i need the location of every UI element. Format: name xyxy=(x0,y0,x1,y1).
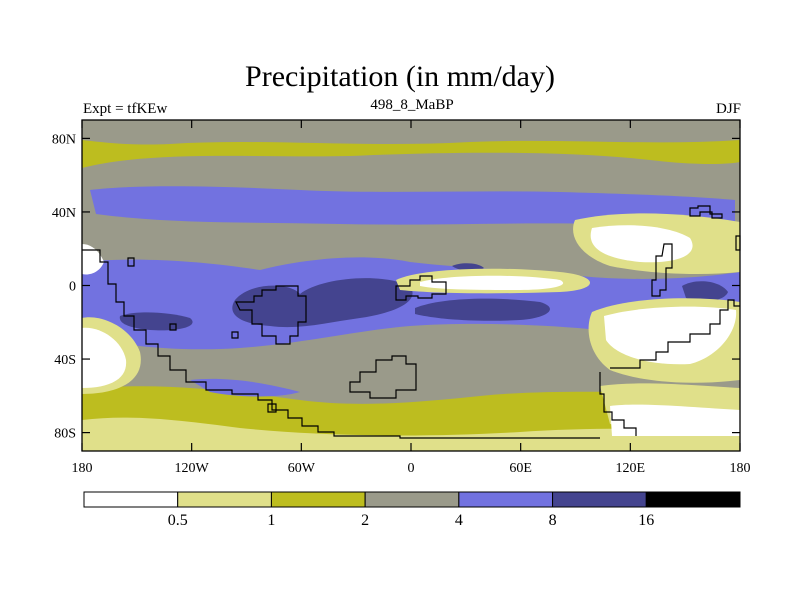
colorbar-label: 16 xyxy=(638,512,654,529)
map-field xyxy=(82,120,740,451)
colorbar-label: 1 xyxy=(267,512,275,529)
x-tick-label: 60W xyxy=(288,461,316,476)
x-tick-label: 180 xyxy=(730,461,751,476)
y-tick-label: 40S xyxy=(54,353,76,368)
colorbar-swatch xyxy=(270,491,366,508)
x-tick-label: 120W xyxy=(175,461,210,476)
colorbar-swatch xyxy=(364,491,460,508)
field-dry-north-africa xyxy=(420,275,564,290)
season-label: DJF xyxy=(715,101,741,117)
x-tick-label: 120E xyxy=(616,461,646,476)
coastline-antarctica-edge xyxy=(599,372,637,436)
experiment-label: Expt = tfKEw xyxy=(83,101,168,117)
x-axis: 180 120W 60W 0 60E 120E 180 xyxy=(72,120,751,476)
coastline-southern-africa xyxy=(349,355,417,399)
colorbar-label: 2 xyxy=(361,512,369,529)
colorbar-swatch xyxy=(552,491,647,508)
field-south-stormtrack xyxy=(190,378,300,397)
y-tick-label: 80S xyxy=(54,427,76,442)
field-band-north-stormtrack xyxy=(90,186,735,225)
coastline-south-america xyxy=(235,285,307,345)
coastline-islands xyxy=(127,235,741,413)
y-axis: 80N 40N 0 40S 80S xyxy=(52,132,740,442)
coastlines xyxy=(82,205,741,439)
field-dry-north-pacific xyxy=(82,244,104,275)
x-tick-label: 60E xyxy=(509,461,532,476)
colorbar-swatch xyxy=(645,491,741,508)
field-core-south-america xyxy=(232,278,413,328)
field-dry-south-polar xyxy=(610,404,740,436)
field-core-indian-ocean xyxy=(415,298,550,321)
field-core-east-pacific xyxy=(119,312,193,331)
y-tick-label: 0 xyxy=(69,280,76,295)
coastline-asia xyxy=(651,243,673,297)
period-label: 498_8_MaBP xyxy=(370,97,454,113)
y-tick-label: 80N xyxy=(52,132,76,147)
colorbar-label: 0.5 xyxy=(168,512,188,529)
field-dry-australia xyxy=(604,306,737,365)
field-dry-east-pacific xyxy=(82,327,127,388)
colorbar-label: 8 xyxy=(549,512,557,529)
y-tick-label: 40N xyxy=(52,206,76,221)
colorbar: 0.5 1 2 4 8 16 xyxy=(83,491,741,529)
field-band-south-pale xyxy=(82,417,740,451)
chart-title: Precipitation (in mm/day) xyxy=(245,60,555,93)
colorbar-label: 4 xyxy=(455,512,463,529)
field-band-north-polar xyxy=(82,120,740,145)
field-core-west-pacific xyxy=(682,281,728,302)
colorbar-swatch xyxy=(83,491,179,508)
colorbar-swatch xyxy=(458,491,554,508)
field-dry-asia xyxy=(590,225,693,263)
coastline-greenland xyxy=(689,205,723,219)
coastline-australia xyxy=(610,299,740,369)
coastline-americas xyxy=(82,249,600,439)
coastline-africa xyxy=(395,275,447,301)
x-tick-label: 0 xyxy=(408,461,415,476)
colorbar-swatch xyxy=(177,491,272,508)
x-tick-label: 180 xyxy=(72,461,93,476)
